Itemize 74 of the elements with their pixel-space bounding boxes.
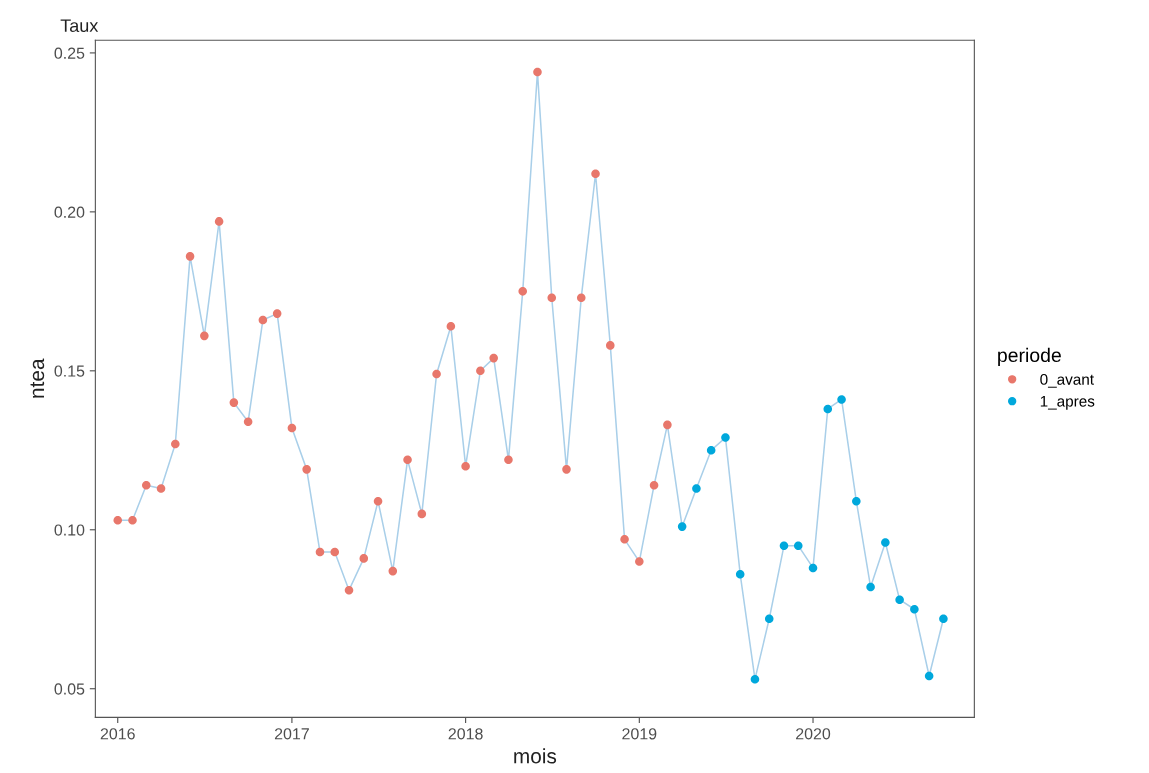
y-tick-label: 0.10	[54, 524, 85, 536]
point	[591, 169, 600, 178]
x-tick-label: 2020	[796, 728, 831, 740]
point	[359, 554, 369, 563]
point	[779, 541, 789, 550]
point	[185, 252, 195, 261]
point	[735, 570, 745, 579]
point	[620, 535, 629, 544]
point	[606, 341, 615, 350]
point	[808, 563, 818, 573]
point	[576, 293, 586, 302]
x-tick-label: 2017	[274, 728, 309, 740]
point	[793, 541, 803, 550]
point	[721, 433, 730, 442]
point	[837, 395, 846, 404]
point	[823, 404, 833, 414]
point	[489, 353, 498, 363]
x-tick-label: 2018	[448, 728, 483, 740]
point	[200, 331, 209, 341]
point	[243, 417, 253, 426]
point	[156, 484, 166, 493]
point	[171, 439, 180, 449]
point	[866, 582, 875, 592]
y-tick-label: 0.05	[54, 683, 85, 695]
point	[547, 293, 557, 302]
point	[750, 674, 760, 684]
point	[518, 287, 527, 296]
point	[504, 455, 513, 465]
point	[677, 522, 687, 531]
point	[852, 496, 861, 506]
x-axis-title: mois	[514, 748, 557, 764]
point	[939, 614, 948, 624]
point	[344, 585, 354, 595]
point	[706, 446, 716, 455]
y-tick-label: 0.15	[54, 365, 85, 377]
point	[692, 484, 701, 493]
legend-title: periode	[998, 347, 1061, 366]
point	[417, 509, 427, 519]
point	[229, 398, 239, 407]
point	[649, 480, 659, 490]
point	[924, 671, 934, 681]
point	[113, 515, 123, 525]
point	[258, 315, 268, 325]
point	[287, 423, 297, 433]
point	[128, 515, 137, 525]
point	[302, 465, 311, 474]
x-tick-label: 2019	[622, 728, 657, 740]
y-axis-title: ntea	[30, 358, 45, 398]
point	[214, 217, 224, 226]
point	[142, 480, 151, 490]
point	[373, 496, 383, 506]
point	[910, 604, 919, 614]
point	[432, 369, 441, 379]
point	[635, 557, 644, 566]
legend-label: 0_avant	[1040, 373, 1094, 388]
point	[461, 461, 470, 471]
point	[330, 547, 340, 557]
point	[895, 595, 904, 604]
point	[533, 67, 542, 77]
point	[881, 538, 890, 547]
point	[663, 420, 672, 430]
point	[388, 566, 398, 576]
point	[315, 547, 325, 557]
x-tick-label: 2016	[100, 728, 135, 740]
y-tick-label: 0.25	[54, 47, 85, 59]
y-tick-label: 0.20	[54, 206, 85, 218]
point	[272, 309, 282, 318]
point	[446, 322, 456, 331]
chart-title: Taux	[60, 19, 99, 33]
point	[476, 366, 485, 376]
point	[764, 614, 774, 624]
point	[403, 455, 412, 465]
point	[562, 465, 571, 474]
legend-label: 1_apres	[1040, 396, 1095, 410]
